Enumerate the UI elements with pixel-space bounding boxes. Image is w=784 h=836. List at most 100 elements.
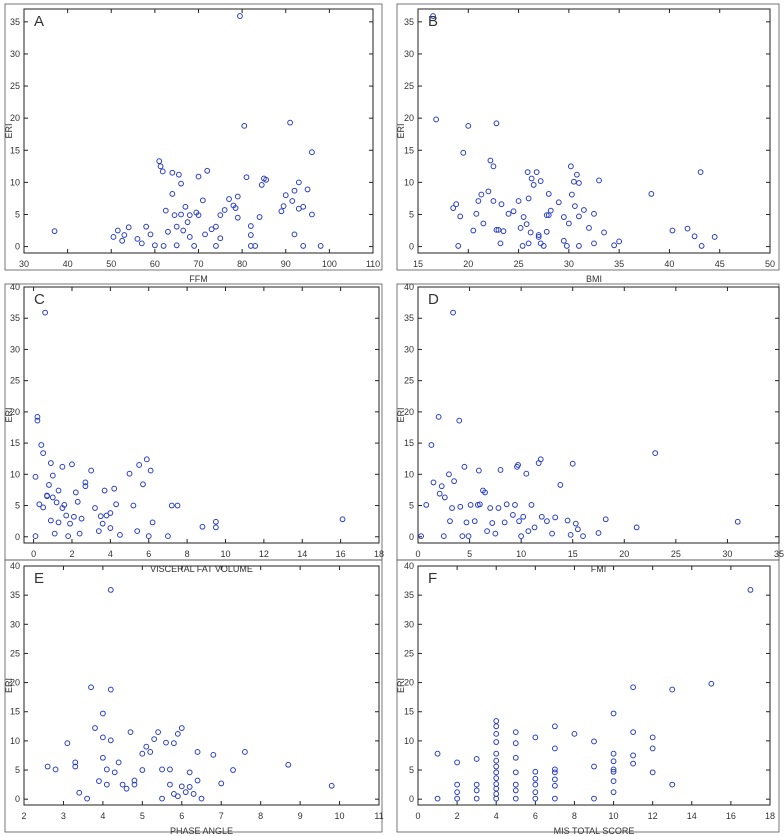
panel-letter: E	[34, 570, 44, 587]
data-point	[551, 723, 558, 730]
y-tick-label: 25	[404, 648, 414, 658]
y-tick-label: 25	[10, 81, 20, 91]
data-point	[226, 196, 232, 202]
data-point	[252, 243, 259, 249]
data-point	[461, 463, 468, 470]
data-point	[530, 182, 537, 188]
x-tick-label: 10	[220, 549, 230, 559]
data-point	[131, 777, 138, 784]
data-point	[490, 163, 497, 170]
data-point	[143, 223, 150, 230]
data-point	[47, 517, 54, 524]
data-point	[497, 240, 504, 247]
x-tick-label: 12	[648, 811, 658, 821]
data-point	[159, 168, 166, 175]
data-point	[304, 186, 311, 193]
x-tick-label: 80	[237, 259, 247, 269]
data-point	[88, 467, 95, 474]
data-point	[237, 13, 243, 19]
data-point	[616, 238, 623, 245]
data-point	[519, 243, 526, 249]
panel-letter: A	[34, 13, 44, 30]
data-point	[40, 450, 47, 456]
data-point	[711, 234, 718, 240]
data-point	[34, 413, 41, 420]
data-point	[110, 234, 117, 240]
data-point	[169, 169, 176, 176]
x-tick-label: 8	[572, 811, 577, 821]
data-point	[44, 763, 51, 770]
y-tick-label: 30	[10, 619, 20, 629]
x-tick-label: 16	[726, 811, 736, 821]
data-point	[130, 502, 137, 509]
data-point	[495, 226, 502, 233]
panel-frame	[396, 283, 780, 561]
data-point	[107, 587, 114, 593]
plot-area	[417, 565, 771, 806]
panel-frame	[4, 3, 383, 271]
x-tick-label: 10	[609, 811, 619, 821]
data-point	[234, 214, 241, 221]
data-point	[217, 212, 224, 219]
data-point	[610, 768, 617, 775]
data-point	[475, 198, 482, 204]
data-point	[49, 494, 56, 501]
data-point	[186, 234, 193, 240]
data-point	[107, 510, 114, 516]
panel-letter: C	[34, 291, 45, 308]
data-point	[454, 781, 461, 788]
data-point	[127, 729, 134, 736]
data-point	[524, 169, 531, 175]
data-point	[465, 122, 472, 129]
data-point	[247, 223, 254, 229]
y-axis-label: ERI	[396, 123, 406, 138]
data-point	[572, 520, 579, 527]
data-point	[280, 203, 287, 210]
data-point	[512, 781, 519, 788]
data-point	[602, 516, 609, 523]
data-point	[498, 201, 505, 208]
data-point	[69, 461, 75, 468]
data-point	[115, 759, 122, 766]
data-point	[525, 528, 532, 535]
data-point	[517, 225, 524, 231]
y-tick-label: 0	[409, 532, 414, 542]
data-point	[247, 232, 254, 238]
data-point	[591, 795, 597, 802]
data-point	[648, 191, 655, 197]
data-point	[49, 472, 56, 479]
data-point	[455, 243, 462, 249]
x-tick-label: 0	[415, 811, 420, 821]
data-point	[595, 530, 602, 536]
data-point	[64, 740, 71, 747]
data-point	[243, 174, 250, 181]
data-point	[190, 791, 197, 797]
data-point	[59, 463, 66, 470]
data-point	[450, 205, 457, 211]
data-point	[520, 513, 527, 520]
x-tick-label: 8	[258, 811, 263, 821]
y-axis-label: ERI	[4, 123, 14, 138]
data-point	[493, 763, 500, 770]
data-point	[567, 531, 574, 538]
data-point	[515, 462, 521, 468]
panel-frame	[396, 559, 780, 833]
y-tick-label: 20	[10, 678, 20, 688]
x-tick-label: 9	[298, 811, 303, 821]
y-tick-label: 25	[10, 376, 20, 386]
x-axis-label: VISCERAL FAT VOLUME	[150, 564, 253, 574]
data-point	[213, 223, 219, 230]
data-point	[67, 520, 73, 527]
data-point	[451, 478, 458, 485]
y-tick-label: 20	[404, 113, 414, 123]
x-tick-label: 6	[179, 811, 184, 821]
data-point	[101, 487, 108, 494]
panel-a: 30 40 50 60 70 80 90 100 110 0 5 10 15 20 25 30 35 A FFM ER…	[4, 3, 383, 284]
data-point	[652, 450, 659, 456]
data-point	[478, 191, 485, 198]
data-point	[454, 795, 461, 802]
y-tick-label: 40	[10, 282, 20, 292]
data-point	[418, 533, 424, 540]
data-point	[568, 191, 575, 198]
x-tick-label: 25	[671, 549, 681, 559]
